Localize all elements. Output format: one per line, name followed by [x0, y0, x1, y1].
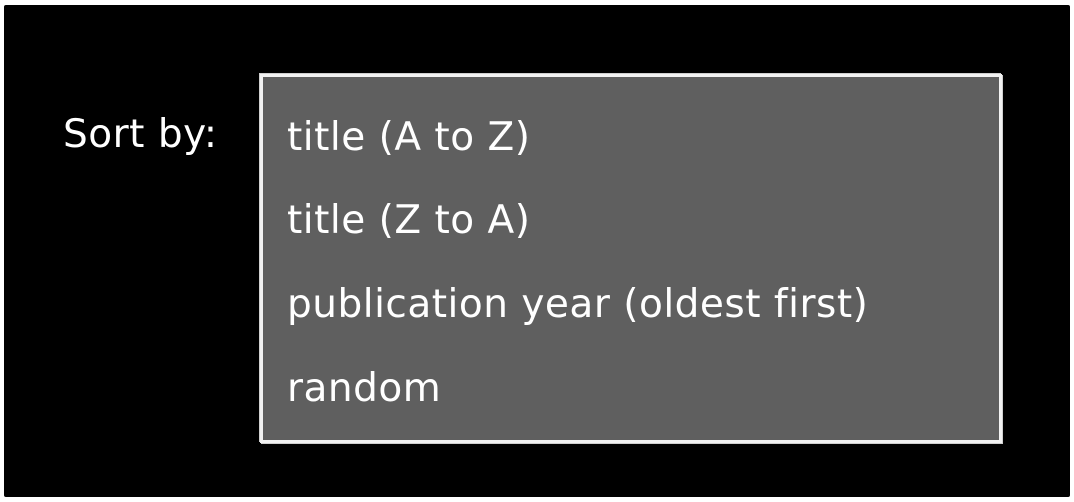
sort-option-title-z-to-a[interactable]: title (Z to A): [287, 198, 531, 243]
sort-panel: Sort by: title (A to Z) title (Z to A) p…: [4, 5, 1070, 497]
sort-option-title-a-to-z[interactable]: title (A to Z): [287, 115, 531, 160]
sort-options-dropdown[interactable]: title (A to Z) title (Z to A) publicatio…: [260, 74, 1002, 443]
sort-by-label: Sort by:: [63, 112, 218, 157]
sort-option-random[interactable]: random: [287, 366, 442, 411]
sort-option-publication-year-oldest-first[interactable]: publication year (oldest first): [287, 282, 869, 327]
